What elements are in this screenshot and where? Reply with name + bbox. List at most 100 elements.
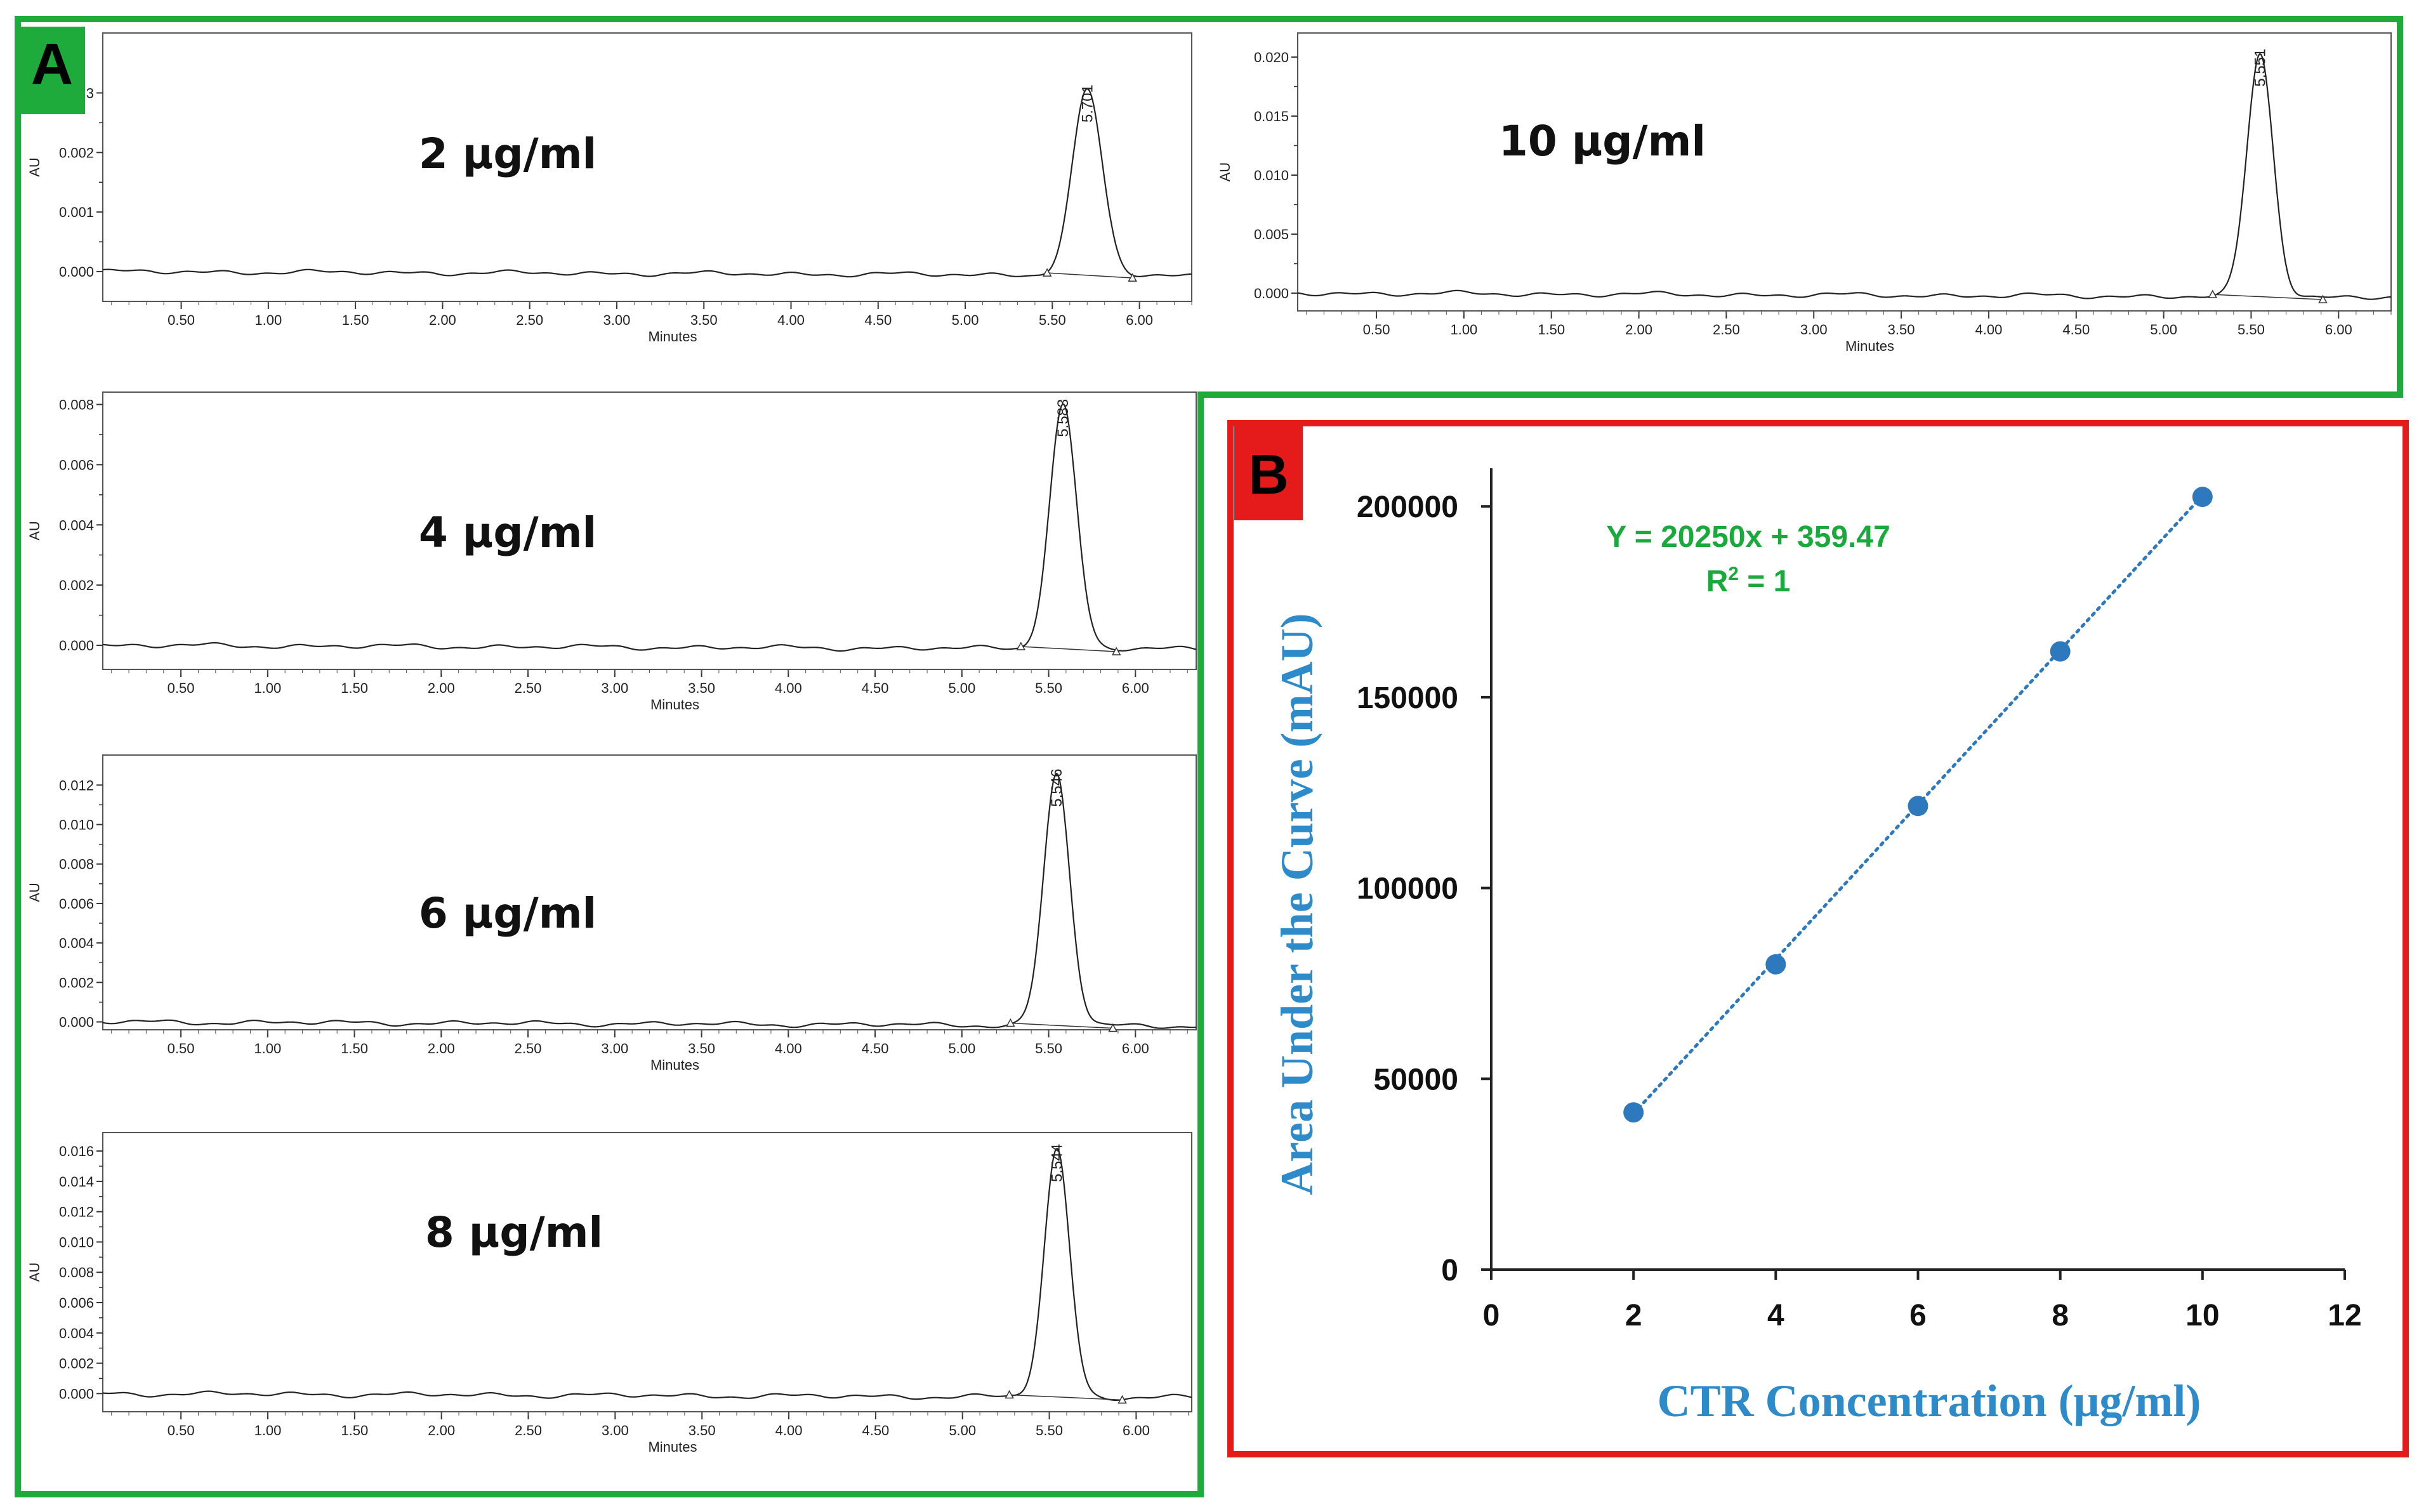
x-tick-label: 2.00 [428,680,455,696]
y-tick-label: 0.006 [59,896,94,912]
calibration-point [1623,1102,1644,1123]
chromatogram-10ugml: 0.000 0.005 0.010 0.015 0.020 0.50 1.00 1.50 2.0… [1217,32,2392,354]
x-tick-label: 1.50 [342,312,369,328]
plot-frame [102,32,1192,302]
x-axis-label: Minutes [648,1439,697,1455]
y-tick-label: 0.002 [59,577,94,593]
x-tick-label: 3.50 [690,312,718,328]
y-tick-label: 0.020 [1254,49,1289,65]
x-tick-label: 3.00 [601,680,628,696]
peak-baseline [1010,1022,1113,1029]
x-tick-label: 1.00 [254,1041,281,1056]
x-tick-label: 0.50 [1363,322,1390,338]
x-tick-label: 5.50 [1035,1041,1062,1056]
x-tick-label: 6.00 [1122,680,1149,696]
y-tick-label: 0.000 [59,1386,94,1402]
y-tick-label: 0.006 [59,457,94,473]
x-tick-label: 5.00 [2150,322,2177,338]
x-tick-label: 1.50 [341,680,368,696]
baseline-marker [2318,294,2328,303]
x-tick-label: 10 [2185,1299,2219,1332]
concentration-label: 10 μg/ml [1499,117,1706,166]
x-tick-label: 1.00 [1450,322,1477,338]
x-axis-label: Minutes [648,329,697,345]
x-tick-label: 3.50 [689,1423,716,1438]
y-tick-label: 0.010 [59,1234,94,1250]
x-tick-label: 0.50 [168,680,195,696]
x-tick-label: 3.00 [1800,322,1828,338]
chromatogram-trace [102,403,1197,652]
plot-frame [102,1132,1192,1412]
x-tick-label: 5.50 [1036,1423,1063,1438]
calibration-points [1623,487,2213,1123]
calibration-point [2192,487,2213,508]
x-tick-label: 2.50 [515,680,542,696]
peak-label: 5.583 [1055,399,1072,437]
y-tick-label: 100000 [1357,872,1458,906]
concentration-label: 2 μg/ml [419,129,597,178]
calibration-ticks: 0 2 4 6 8 10 12 0 50000 100000 150000 200000 [1357,490,2362,1332]
concentration-label: 6 μg/ml [419,889,597,938]
x-axis-label: Minutes [650,697,699,713]
x-tick-label: 0 [1483,1299,1500,1332]
y-tick-label: 50000 [1374,1063,1458,1096]
x-tick-label: 1.00 [254,1423,282,1438]
x-tick-label: 2.00 [428,1423,455,1438]
y-tick-label: 0.004 [59,517,94,533]
x-tick-label: 1.00 [254,680,281,696]
x-tick-label: 0.50 [168,1041,195,1056]
y-tick-label: 0.014 [59,1174,94,1190]
baseline-marker [1108,1023,1117,1032]
x-tick-label: 0.50 [168,312,195,328]
y-tick-label: 0.001 [59,204,94,220]
x-tick-label: 1.50 [1538,322,1565,338]
peak-label: 5.544 [1049,1144,1066,1182]
x-tick-label: 0.50 [168,1423,195,1438]
chromatogram-trace [102,1148,1192,1401]
peak-baseline [2212,294,2323,300]
calibration-point [1908,796,1928,817]
x-tick-label: 2.00 [1625,322,1652,338]
r2-suffix: = 1 [1739,565,1790,598]
y-axis-label: AU [27,883,43,902]
calibration-axes [1490,468,2345,1271]
x-tick-label: 4.50 [862,1041,889,1056]
calibration-r2: R2 = 1 [1706,563,1791,598]
y-tick-label: 0.000 [59,638,94,654]
x-tick-label: 2.50 [1713,322,1740,338]
x-tick-label: 12 [2328,1299,2361,1332]
chromatogram-6ugml: 0.000 0.002 0.004 0.006 0.008 0.010 0.012 0.50 1… [27,754,1197,1073]
calibration-y-label: Area Under the Curve (mAU) [1272,613,1322,1195]
y-tick-label: 200000 [1357,490,1458,524]
x-tick-label: 4.50 [864,312,892,328]
y-tick-label: 0.000 [59,1015,94,1030]
x-tick-label: 4.00 [775,680,802,696]
panel-a-border [15,16,2403,1497]
x-tick-label: 2.50 [515,1423,542,1438]
y-tick-label: 3 [86,85,94,101]
plot-frame [102,391,1197,670]
y-tick-label: 0.016 [59,1143,94,1159]
baseline-marker [1128,273,1137,282]
y-tick-label: 0.010 [1254,168,1289,183]
calibration-x-label: CTR Concentration (μg/ml) [1658,1376,2201,1426]
x-tick-label: 4.00 [1975,322,2003,338]
x-tick-label: 3.50 [688,680,715,696]
x-tick-label: 4.00 [775,1423,803,1438]
x-tick-label: 3.00 [601,1041,628,1056]
peak-baseline [1009,1394,1123,1401]
x-tick-label: 6 [1909,1299,1927,1332]
peak-label: 5.701 [1079,84,1097,122]
panel-b-border [1227,420,2409,1457]
y-tick-label: 0.012 [59,1204,94,1220]
baseline-marker [1042,268,1052,277]
x-tick-label: 2.00 [428,1041,455,1056]
y-tick-label: 0.004 [59,1325,94,1341]
y-tick-label: 0.002 [59,975,94,990]
concentration-label: 8 μg/ml [425,1208,603,1257]
baseline-marker [2208,289,2218,298]
y-tick-label: 0 [1441,1254,1458,1287]
x-tick-label: 1.00 [254,312,282,328]
concentration-label: 4 μg/ml [419,508,597,557]
